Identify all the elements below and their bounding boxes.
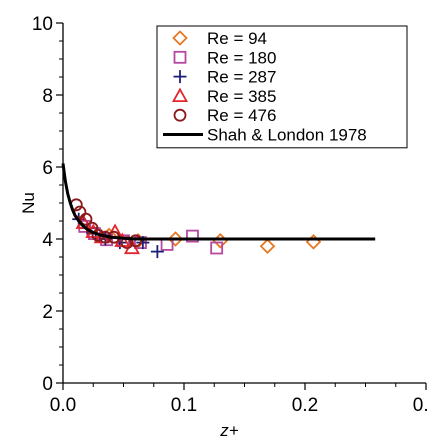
data-point — [78, 219, 92, 233]
y-tick-label: 2 — [42, 302, 53, 323]
x-axis-title: z+ — [219, 421, 239, 439]
data-point — [210, 241, 224, 255]
x-tick-label: 0.3 — [413, 395, 428, 416]
legend-box — [156, 25, 408, 149]
legend-entry-label: Re = 287 — [207, 68, 276, 87]
data-point — [79, 212, 93, 226]
x-tick-label: 0.1 — [171, 395, 197, 416]
legend-entry-label: Re = 94 — [207, 29, 267, 48]
legend-entry-label: Re = 385 — [207, 87, 276, 106]
data-point — [129, 234, 143, 248]
series-5 — [61, 163, 376, 241]
axes-layer: 0 2 4 6 8 10 0.0 0.1 0.2 0.3 — [32, 14, 428, 416]
data-point — [186, 229, 199, 243]
x-tick-label: 0.2 — [292, 395, 318, 416]
legend-entry-label: Re = 476 — [207, 106, 276, 125]
x-tick-label: 0.0 — [50, 395, 76, 416]
y-tick-label: 10 — [32, 14, 53, 35]
data-point — [167, 231, 184, 247]
data-point — [212, 233, 229, 249]
y-axis-title: Nu — [19, 192, 38, 214]
y-tick-label: 6 — [42, 158, 53, 179]
legend-marker — [173, 70, 187, 84]
shah-london-curve — [61, 163, 376, 241]
legend-marker — [173, 108, 187, 122]
legend-marker — [173, 50, 187, 64]
y-tick-label: 0 — [42, 374, 53, 395]
data-point — [259, 238, 276, 254]
legend-marker — [172, 30, 188, 46]
legend-entry-label: Re = 180 — [207, 48, 276, 67]
data-layer — [61, 163, 376, 259]
legend-marker — [171, 87, 189, 102]
data-point — [305, 234, 322, 250]
y-tick-label: 8 — [42, 86, 53, 107]
legend-entry-label: Shah & London 1978 — [207, 126, 367, 145]
y-tick-label: 4 — [42, 230, 53, 251]
data-point — [150, 245, 164, 259]
